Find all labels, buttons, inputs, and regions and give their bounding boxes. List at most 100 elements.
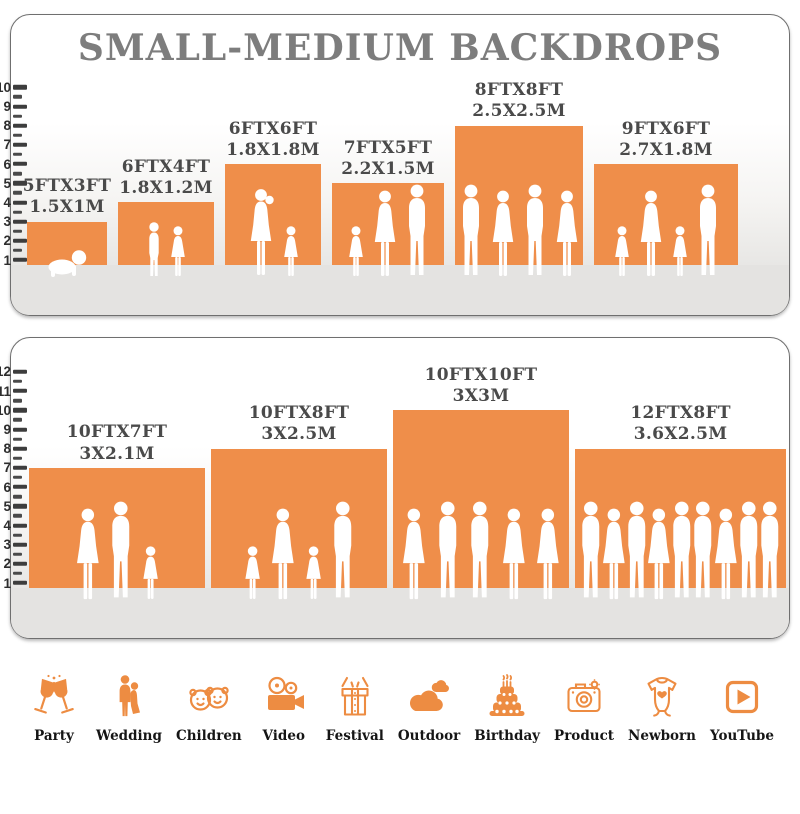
people-silhouettes <box>27 248 107 278</box>
category-video: Video <box>256 667 312 744</box>
woman-silhouette <box>402 508 425 599</box>
size-feet: 6FTX6FT <box>228 118 318 139</box>
people-silhouettes <box>29 501 205 601</box>
y-axis-tick-7: 7 <box>0 461 27 475</box>
man-silhouette <box>462 184 479 275</box>
baby-silhouette <box>48 250 87 277</box>
people-silhouettes <box>332 184 444 278</box>
y-axis-minor-tick <box>0 398 22 403</box>
woman-silhouette <box>537 508 560 599</box>
y-axis-tick-7: 7 <box>0 138 27 152</box>
category-label: Festival <box>325 728 384 744</box>
y-axis-tick-label: 8 <box>3 117 11 133</box>
size-chart-panel-medium: 123456789101112 10FTX7FT3X2.1M10FTX8FT3X… <box>0 337 790 639</box>
size-meters: 1.8X1.2M <box>119 178 213 199</box>
tick-mark <box>13 494 22 499</box>
tick-mark <box>13 104 27 109</box>
y-axis-tick-label: 6 <box>3 156 11 172</box>
tick-mark <box>13 171 22 176</box>
girl-silhouette <box>170 226 185 276</box>
tick-mark <box>13 152 22 157</box>
tick-mark <box>13 123 27 128</box>
size-feet: 8FTX8FT <box>474 80 564 101</box>
backdrop-10ftx8ft: 10FTX8FT 3X2.5M <box>211 403 387 638</box>
y-axis-tick-label: 8 <box>3 440 11 456</box>
y-axis-tick-8: 8 <box>0 442 27 456</box>
y-axis-tick-label: 10 <box>0 79 11 95</box>
woman-silhouette <box>556 190 577 276</box>
girl-silhouette <box>305 546 321 599</box>
tick-mark <box>13 465 27 470</box>
man-silhouette <box>694 502 712 598</box>
tick-mark <box>13 580 27 586</box>
tick-mark <box>13 219 27 224</box>
y-axis-feet-scale: 1 2 3 4 5 6 7 8 9 10 <box>0 15 51 315</box>
backdrop-5ftx3ft: 5FTX3FT 1.5X1M <box>23 176 111 315</box>
man-silhouette <box>627 502 645 598</box>
y-axis-tick-2: 2 <box>0 557 27 571</box>
category-label: Party <box>34 728 74 744</box>
y-axis-tick-label: 1 <box>3 575 11 591</box>
y-axis-minor-tick <box>0 533 22 537</box>
woman-silhouette <box>492 190 513 276</box>
y-axis-minor-tick <box>0 514 22 518</box>
category-label: Product <box>554 728 615 744</box>
children-icon <box>185 667 233 721</box>
size-feet: 7FTX5FT <box>343 137 433 158</box>
tick-mark <box>13 418 22 422</box>
page-title: SMALL-MEDIUM BACKDROPS <box>77 27 723 69</box>
y-axis-minor-tick <box>0 418 22 422</box>
tick-mark <box>13 456 22 460</box>
category-party: Party <box>26 667 82 744</box>
tick-mark <box>13 114 22 118</box>
y-axis-tick-10: 10 <box>0 403 27 417</box>
man-silhouette <box>112 502 130 598</box>
backdrop-size-label: 5FTX3FT 1.5X1M <box>23 176 111 219</box>
people-silhouettes <box>455 184 583 278</box>
outdoor-icon <box>405 667 453 721</box>
tick-mark <box>13 161 27 167</box>
size-meters: 2.7X1.8M <box>619 139 713 160</box>
backdrop-size-label: 9FTX6FT 2.7X1.8M <box>619 119 713 162</box>
tick-mark <box>13 142 27 147</box>
tick-mark <box>13 484 27 490</box>
people-silhouettes <box>575 501 786 601</box>
y-axis-minor-tick <box>0 95 22 99</box>
girl-silhouette <box>614 226 629 276</box>
backdrop-10ftx7ft: 10FTX7FT 3X2.1M <box>29 422 205 638</box>
size-meters: 3X2.5M <box>261 424 337 445</box>
backdrop-size-label: 12FTX8FT 3.6X2.5M <box>630 403 731 446</box>
man-silhouette <box>438 502 456 598</box>
y-axis-minor-tick <box>0 456 22 460</box>
y-axis-tick-label: 2 <box>3 233 11 249</box>
y-axis-tick-label: 11 <box>0 383 11 399</box>
backdrop-size-label: 8FTX8FT 2.5X2.5M <box>472 80 566 123</box>
people-silhouettes <box>118 222 214 278</box>
y-axis-tick-label: 4 <box>3 517 11 533</box>
size-feet: 6FTX4FT <box>121 156 211 177</box>
size-feet: 10FTX8FT <box>248 403 350 424</box>
tick-mark <box>13 427 27 432</box>
woman-silhouette <box>76 508 99 599</box>
girl-silhouette <box>143 546 158 599</box>
y-axis-minor-tick <box>0 229 22 233</box>
tick-mark <box>13 95 22 99</box>
size-chart-panel-small: SMALL-MEDIUM BACKDROPS 1 2 3 4 5 6 7 8 9 10 5FTX3… <box>0 14 790 316</box>
festival-icon <box>331 667 379 721</box>
backdrop-bars: 5FTX3FT 1.5X1M 6FTX4FT 1.8X1.2M 6FTX6FT 1.8X1… <box>11 15 789 315</box>
youtube-icon <box>718 667 766 721</box>
y-axis-tick-label: 10 <box>0 402 11 418</box>
woman-silhouette <box>374 190 396 276</box>
tick-mark <box>13 398 22 403</box>
category-children: Children <box>176 667 242 744</box>
tick-mark <box>13 571 22 576</box>
category-label: Outdoor <box>397 728 461 744</box>
y-axis-tick-label: 12 <box>0 364 11 380</box>
woman-silhouette <box>502 508 525 599</box>
size-feet: 5FTX3FT <box>22 176 112 197</box>
size-meters: 1.5X1M <box>29 197 105 218</box>
y-axis-minor-tick <box>0 437 22 441</box>
backdrop-7ftx5ft: 7FTX5FT 2.2X1.5M <box>332 138 444 315</box>
wedding-icon <box>105 667 153 721</box>
category-outdoor: Outdoor <box>398 667 460 744</box>
